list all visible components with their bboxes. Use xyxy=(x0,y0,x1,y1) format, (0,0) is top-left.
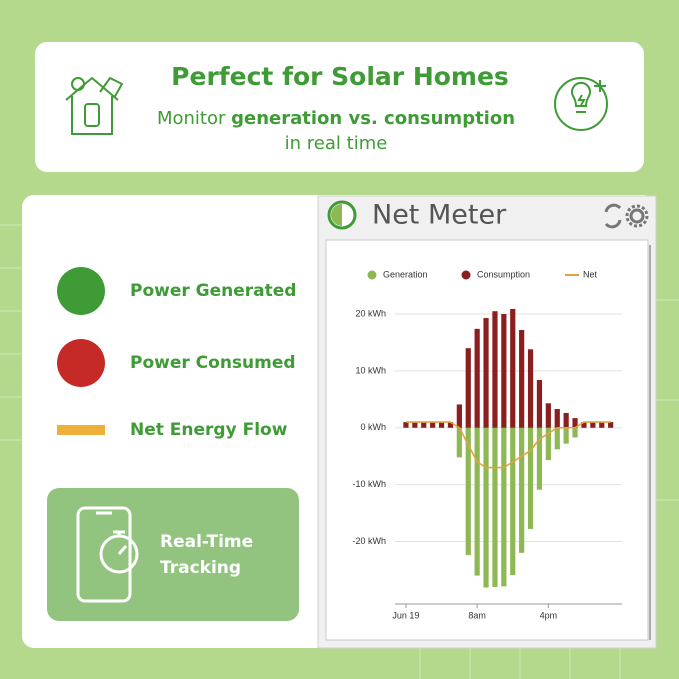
bar xyxy=(572,427,578,438)
bar xyxy=(474,328,480,428)
bulb-icon xyxy=(554,77,608,131)
header-card xyxy=(35,42,644,172)
widget-title: Net Meter xyxy=(372,200,507,231)
bar xyxy=(590,422,596,428)
bar xyxy=(563,412,569,428)
bar xyxy=(492,427,498,587)
bar xyxy=(536,380,543,428)
chart-legend-label: Consumption xyxy=(477,269,530,279)
bar xyxy=(510,308,516,428)
badge-label: Real-Time xyxy=(160,532,253,552)
header-title: Perfect for Solar Homes xyxy=(171,62,509,91)
bar xyxy=(519,427,525,553)
bar xyxy=(483,427,489,588)
bar xyxy=(608,422,614,428)
chart-legend-swatch xyxy=(461,270,471,280)
bar xyxy=(474,427,480,576)
x-tick-label: 4pm xyxy=(540,610,558,620)
subtitle-emphasis: generation vs. consumption xyxy=(231,108,515,129)
legend-label: Power Generated xyxy=(130,281,296,301)
chart-legend-label: Net xyxy=(583,269,598,279)
x-tick-label: Jun 19 xyxy=(392,610,419,620)
subtitle-part: in real time xyxy=(285,133,388,154)
bar xyxy=(599,422,605,428)
y-tick-label: 20 kWh xyxy=(355,308,386,318)
bar xyxy=(492,311,498,428)
bar xyxy=(465,348,471,428)
y-tick-label: -20 kWh xyxy=(352,536,386,546)
bar xyxy=(527,427,534,529)
bar xyxy=(545,403,551,428)
bar xyxy=(554,408,560,428)
bar xyxy=(447,422,454,428)
house-icon xyxy=(65,76,124,135)
bar xyxy=(456,404,462,428)
phone-icon xyxy=(76,506,139,603)
subtitle-part: Monitor xyxy=(157,108,226,129)
feature-legend: Power Generated Power Consumed Net Energy … xyxy=(57,267,296,440)
legend-swatch xyxy=(57,339,105,387)
bar xyxy=(536,427,543,490)
header-subtitle: Monitor generation vs. consumption xyxy=(157,108,515,129)
y-tick-label: 10 kWh xyxy=(355,365,386,375)
bar xyxy=(412,422,418,428)
tracking-badge xyxy=(47,488,299,621)
bar xyxy=(510,427,516,576)
chart-legend-label: Generation xyxy=(383,269,428,279)
bar xyxy=(501,427,507,587)
widget-controls[interactable] xyxy=(604,203,649,229)
bar xyxy=(554,427,560,450)
y-tick-label: -10 kWh xyxy=(352,479,386,489)
bar xyxy=(403,422,409,428)
bar xyxy=(527,349,534,428)
bar xyxy=(545,427,551,461)
chart-legend-swatch xyxy=(367,270,377,280)
bar xyxy=(421,422,427,428)
x-tick-label: 8am xyxy=(468,610,486,620)
widget-icon-half xyxy=(331,204,342,226)
legend-label: Power Consumed xyxy=(130,353,296,373)
background-grid xyxy=(0,224,679,679)
bar xyxy=(572,418,578,428)
badge-label: Tracking xyxy=(160,558,241,578)
bar xyxy=(563,427,569,444)
bar xyxy=(430,422,436,428)
legend-swatch xyxy=(57,267,105,315)
bar xyxy=(483,318,489,428)
bar xyxy=(465,427,471,556)
bar xyxy=(501,314,507,428)
legend-swatch xyxy=(57,425,105,435)
net-line xyxy=(405,421,611,469)
legend-label: Net Energy Flow xyxy=(130,420,288,440)
bar xyxy=(438,422,445,428)
bar xyxy=(456,427,462,458)
bar xyxy=(519,329,525,428)
bar xyxy=(581,422,587,428)
y-tick-label: 0 kWh xyxy=(360,422,386,432)
